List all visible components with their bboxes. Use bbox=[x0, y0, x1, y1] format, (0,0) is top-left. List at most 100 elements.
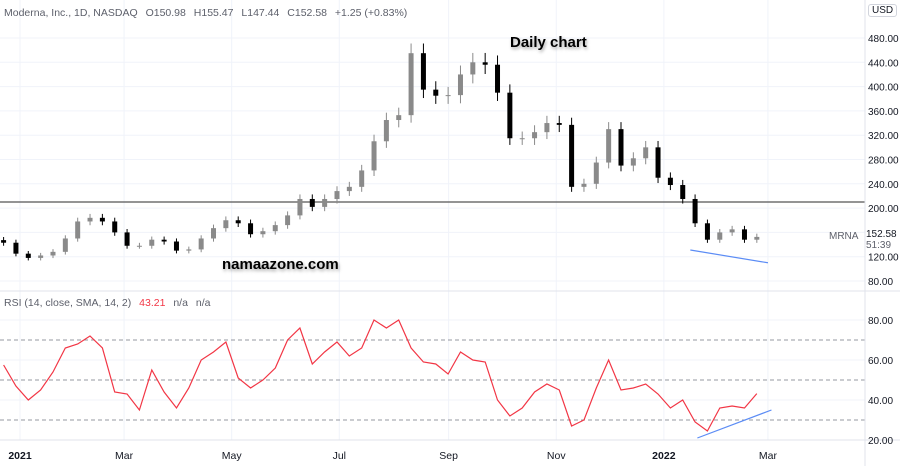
currency-button[interactable]: USD bbox=[868, 4, 898, 17]
candle-body bbox=[173, 241, 179, 251]
candle-body bbox=[556, 123, 562, 125]
ohlc-open: O150.98 bbox=[145, 7, 186, 19]
candle-body bbox=[704, 223, 710, 240]
candle-body bbox=[408, 53, 414, 116]
price-tick-label: 400.00 bbox=[868, 83, 899, 94]
candle-body bbox=[322, 198, 328, 207]
last-price: 152.58 bbox=[866, 229, 897, 240]
candle-body bbox=[717, 232, 723, 240]
bar-countdown: 51:39 bbox=[866, 240, 892, 251]
rsi-pane bbox=[0, 319, 865, 439]
candle-body bbox=[433, 89, 439, 96]
candle-body bbox=[309, 198, 315, 207]
candle-body bbox=[741, 229, 747, 240]
candle-body bbox=[87, 217, 93, 222]
watermark-text: namaazone.com bbox=[222, 256, 339, 273]
candle-body bbox=[346, 186, 352, 192]
candle-body bbox=[260, 231, 266, 235]
candle-body bbox=[420, 53, 426, 90]
rsi-name: RSI (14, close, SMA, 14, 2) bbox=[4, 297, 132, 309]
rsi-legend: RSI (14, close, SMA, 14, 2) 43.21 n/a n/… bbox=[4, 297, 215, 309]
candle-body bbox=[692, 198, 698, 224]
ohlc-high: H155.47 bbox=[193, 7, 234, 19]
candle-body bbox=[161, 239, 167, 242]
candle-body bbox=[235, 220, 241, 224]
candle-body bbox=[519, 138, 525, 140]
candle-body bbox=[149, 239, 155, 246]
rsi-tick-label: 40.00 bbox=[868, 396, 893, 407]
overlay-title: Daily chart bbox=[510, 34, 587, 51]
candle-body bbox=[136, 245, 142, 247]
symbol-info: Moderna, Inc., 1D, NASDAQ bbox=[4, 7, 138, 19]
price-tick-label: 240.00 bbox=[868, 180, 899, 191]
candle-body bbox=[62, 238, 68, 252]
main-legend: Moderna, Inc., 1D, NASDAQ O150.98 H155.4… bbox=[4, 7, 412, 19]
rsi-tick-label: 80.00 bbox=[868, 316, 893, 327]
price-tick-label: 360.00 bbox=[868, 107, 899, 118]
candle-body bbox=[285, 215, 291, 226]
grid bbox=[0, 0, 865, 441]
candle-body bbox=[680, 185, 686, 199]
candle-body bbox=[643, 147, 649, 159]
ohlc-low: L147.44 bbox=[241, 7, 280, 19]
candle-body bbox=[272, 225, 278, 232]
candle-body bbox=[25, 253, 31, 258]
price-tick-label: 280.00 bbox=[868, 156, 899, 167]
candle-body bbox=[75, 221, 81, 239]
symbol-label: MRNA bbox=[829, 231, 859, 242]
candle-body bbox=[99, 217, 105, 222]
ohlc-change: +1.25 (+0.83%) bbox=[334, 7, 408, 19]
rsi-value: 43.21 bbox=[139, 297, 166, 309]
candle-body bbox=[655, 147, 661, 178]
candle-body bbox=[112, 221, 118, 233]
candle-body bbox=[754, 236, 760, 240]
candle-body bbox=[470, 62, 476, 75]
candle-body bbox=[13, 242, 19, 254]
rsi-tick-label: 20.00 bbox=[868, 436, 893, 447]
candle-body bbox=[186, 249, 192, 251]
candle-body bbox=[482, 62, 488, 65]
rsi-extra-2: n/a bbox=[195, 297, 211, 309]
candle-body bbox=[371, 141, 377, 171]
price-tick-label: 320.00 bbox=[868, 131, 899, 142]
time-tick-label: Sep bbox=[439, 450, 458, 462]
candle-body bbox=[495, 64, 501, 93]
time-tick-label: Mar bbox=[759, 450, 778, 462]
time-tick-label: Mar bbox=[115, 450, 134, 462]
candle-body bbox=[223, 220, 229, 229]
rsi-tick-label: 60.00 bbox=[868, 356, 893, 367]
rsi-line bbox=[3, 319, 758, 432]
candle-body bbox=[297, 198, 303, 216]
price-trendline bbox=[690, 249, 769, 264]
time-tick-label: May bbox=[222, 450, 243, 462]
candle-body bbox=[334, 191, 340, 199]
rsi-extra-1: n/a bbox=[173, 297, 188, 309]
price-tick-label: 440.00 bbox=[868, 58, 899, 69]
price-tick-label: 200.00 bbox=[868, 204, 899, 215]
candle-body bbox=[606, 129, 612, 163]
candle-body bbox=[124, 232, 130, 246]
price-candles bbox=[1, 43, 760, 261]
candle-body bbox=[248, 223, 254, 235]
ohlc-close: C152.58 bbox=[287, 7, 327, 19]
candle-body bbox=[544, 123, 550, 133]
candle-body bbox=[1, 240, 7, 243]
candle-body bbox=[667, 177, 673, 186]
last-price-label: 152.58 51:39 bbox=[866, 229, 897, 251]
candle-body bbox=[38, 255, 44, 258]
time-tick-label: Nov bbox=[547, 450, 566, 462]
rsi-trendline bbox=[697, 409, 772, 439]
time-tick-label: Jul bbox=[333, 450, 346, 462]
candle-body bbox=[50, 251, 56, 256]
candle-body bbox=[383, 120, 389, 142]
candle-body bbox=[581, 183, 587, 187]
price-tick-label: 480.00 bbox=[868, 34, 899, 45]
candle-body bbox=[198, 238, 204, 250]
price-tick-label: 120.00 bbox=[868, 253, 899, 264]
candle-body bbox=[569, 124, 575, 187]
price-tick-label: 80.00 bbox=[868, 277, 893, 288]
candle-body bbox=[507, 92, 513, 139]
candle-body bbox=[532, 132, 538, 139]
